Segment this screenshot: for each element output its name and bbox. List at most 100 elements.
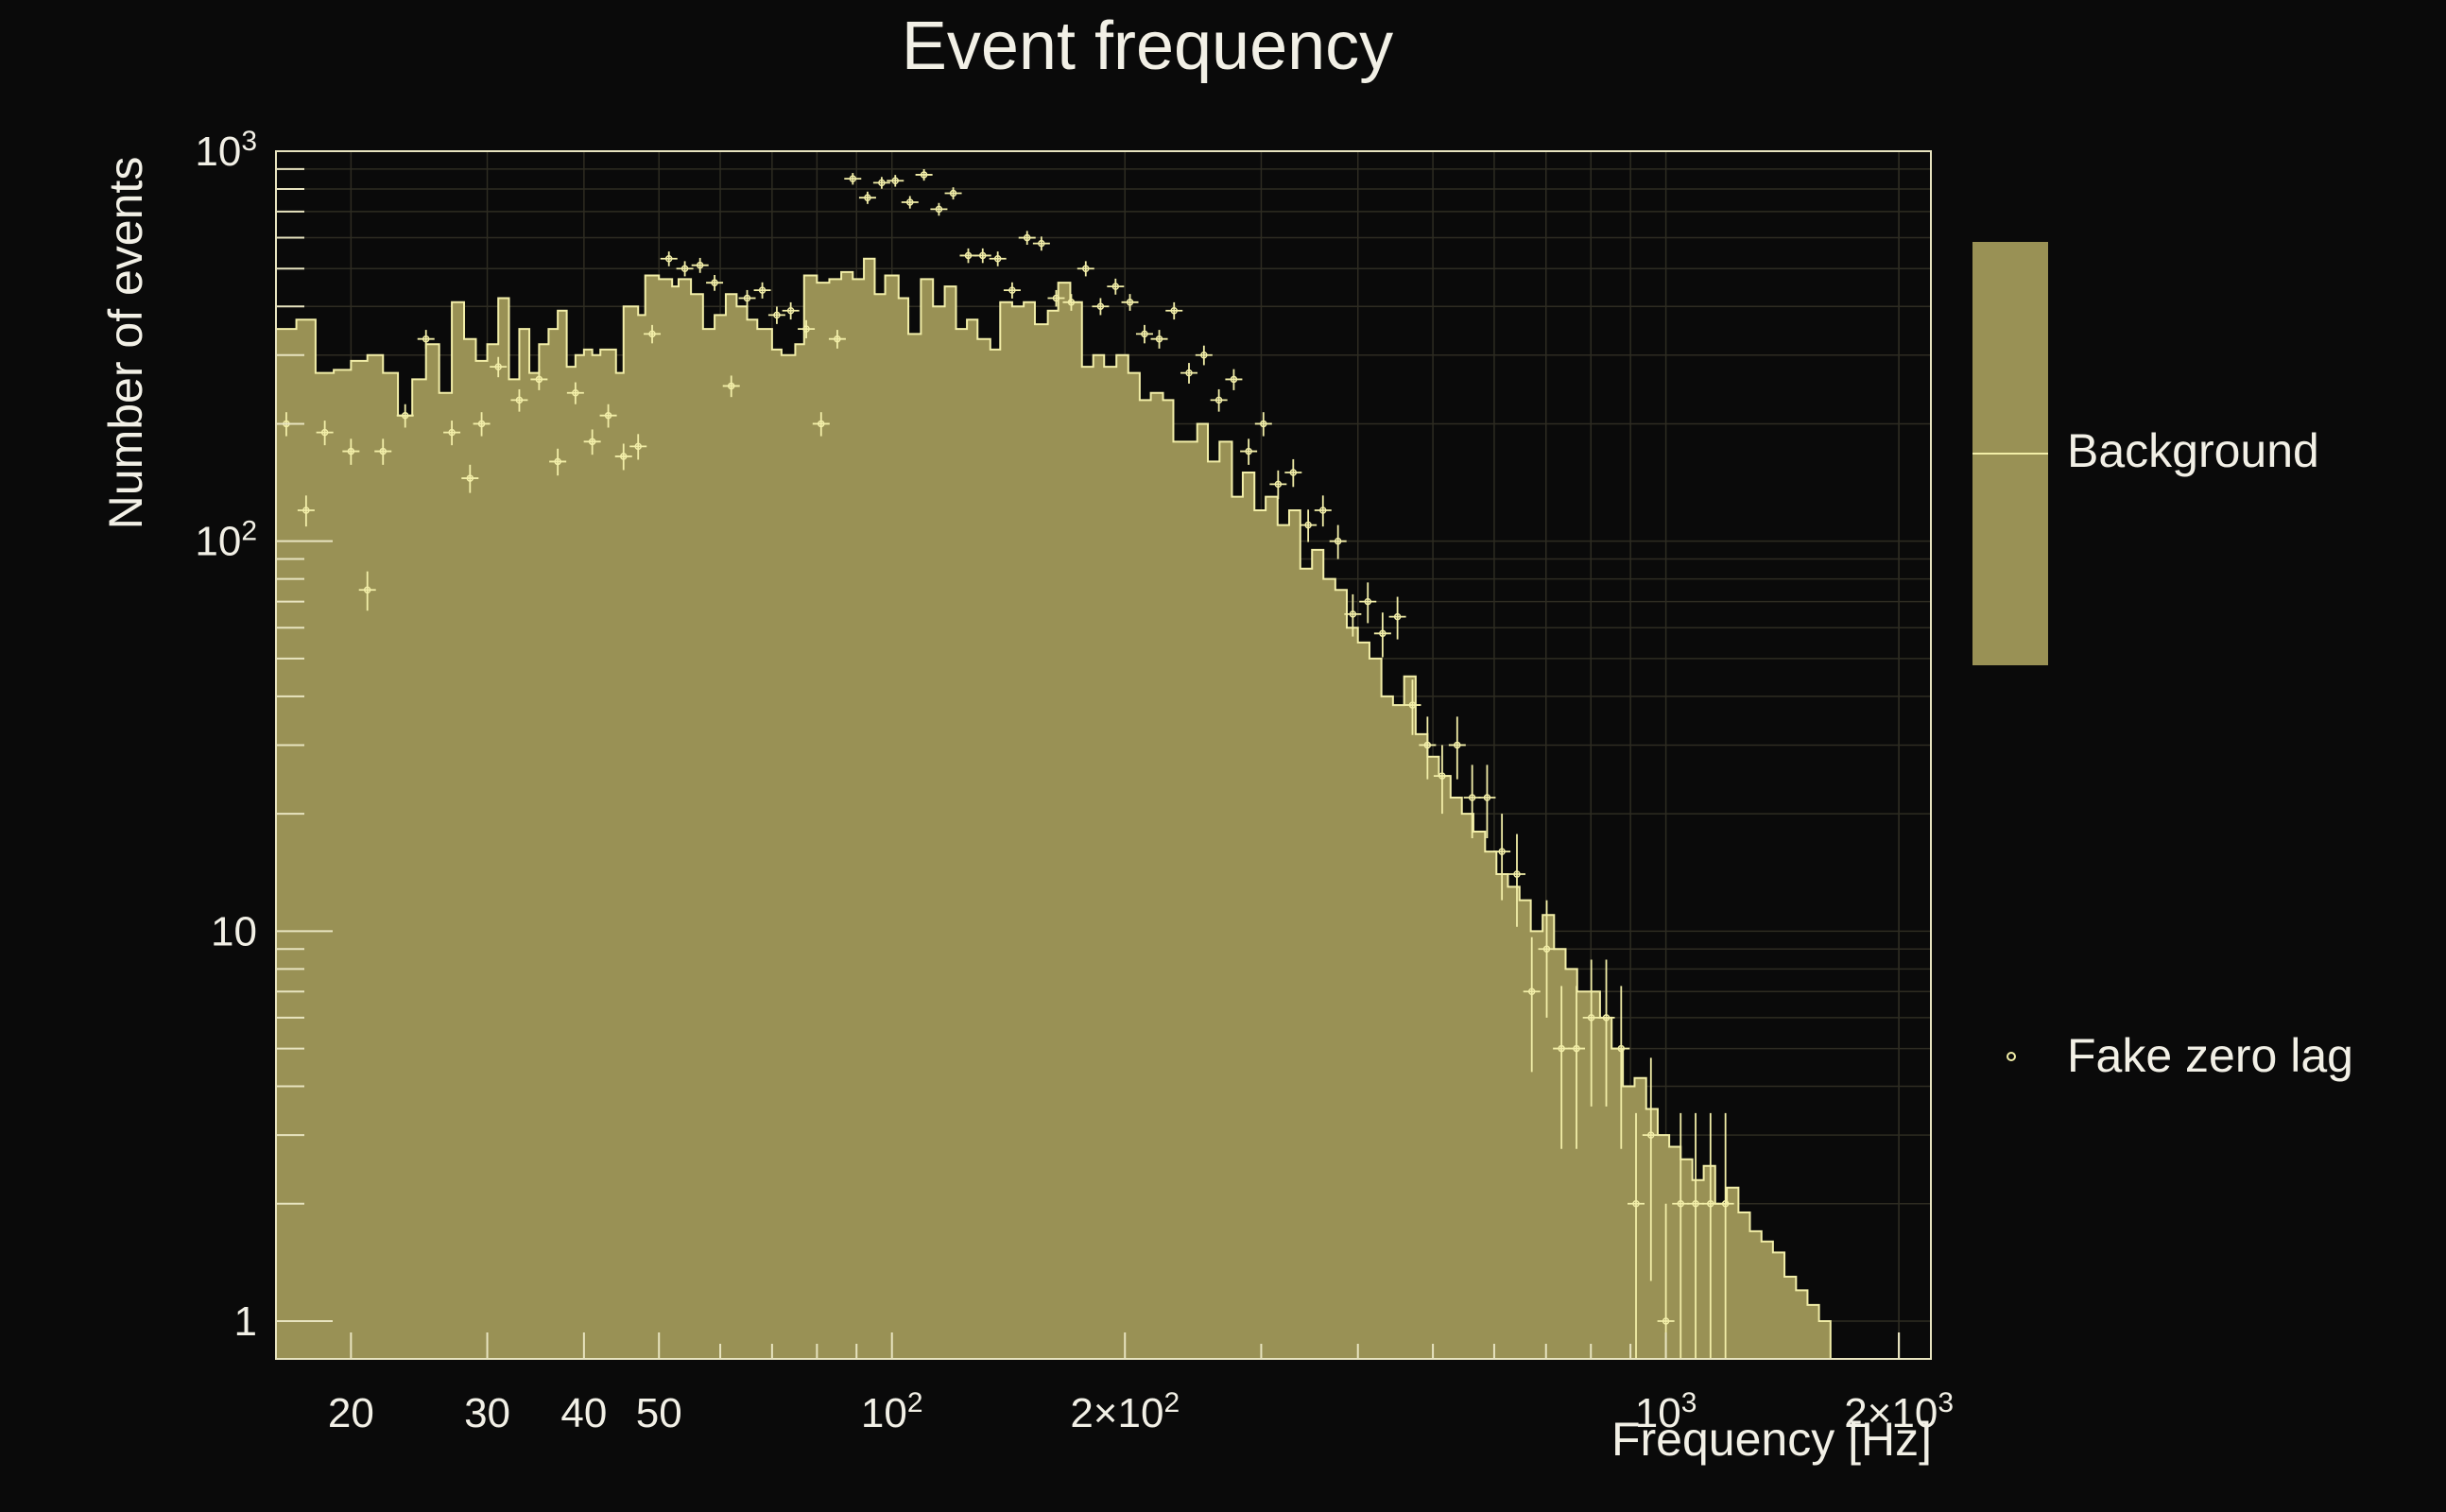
fake-zero-lag-point bbox=[738, 289, 756, 307]
background-bin bbox=[624, 306, 638, 1359]
fake-zero-lag-point bbox=[1314, 495, 1332, 527]
background-bin bbox=[1565, 969, 1576, 1359]
background-bin bbox=[1727, 1188, 1738, 1359]
background-bin bbox=[1427, 757, 1438, 1359]
legend-background-label: Background bbox=[2067, 424, 2319, 477]
point-marker bbox=[448, 428, 456, 437]
y-axis-title: Number of events bbox=[99, 157, 152, 530]
point-marker bbox=[834, 335, 841, 343]
fake-zero-lag-point bbox=[1687, 1112, 1705, 1359]
fake-zero-lag-point bbox=[973, 248, 991, 264]
background-bin bbox=[841, 272, 853, 1359]
background-bin bbox=[945, 286, 956, 1359]
background-bin bbox=[1589, 991, 1600, 1359]
background-bin bbox=[1704, 1166, 1715, 1359]
background-bin bbox=[1750, 1231, 1762, 1359]
point-marker bbox=[620, 453, 628, 460]
background-bin bbox=[990, 350, 1000, 1359]
point-marker bbox=[758, 286, 767, 294]
background-bin bbox=[782, 355, 796, 1359]
background-bin bbox=[1738, 1212, 1749, 1359]
point-marker bbox=[891, 177, 900, 184]
fake-zero-lag-point bbox=[1493, 814, 1511, 901]
point-marker bbox=[588, 438, 596, 446]
x-tick-label: 40 bbox=[560, 1390, 607, 1436]
background-bin bbox=[1680, 1160, 1692, 1359]
point-marker bbox=[878, 179, 886, 187]
background-bin bbox=[1266, 497, 1278, 1359]
fake-zero-lag-point bbox=[1210, 388, 1228, 412]
x-tick-label: 2×102 bbox=[1070, 1387, 1180, 1437]
background-bin bbox=[1382, 696, 1393, 1359]
fake-zero-lag-point bbox=[959, 248, 977, 264]
background-bin bbox=[1646, 1108, 1658, 1359]
point-marker bbox=[1141, 330, 1148, 338]
background-bin bbox=[1773, 1252, 1784, 1359]
background-bin bbox=[908, 334, 921, 1359]
point-marker bbox=[1379, 629, 1387, 638]
fake-zero-lag-point bbox=[1463, 765, 1481, 839]
point-marker bbox=[1542, 945, 1551, 953]
point-marker bbox=[1067, 299, 1076, 306]
background-histogram bbox=[276, 257, 1832, 1359]
y-tick-label: 1 bbox=[234, 1298, 257, 1345]
background-bin bbox=[1784, 1277, 1796, 1359]
fake-zero-lag-point bbox=[1388, 596, 1406, 640]
background-bin bbox=[539, 344, 548, 1359]
fake-zero-lag-point bbox=[473, 412, 491, 437]
background-bin bbox=[439, 393, 452, 1359]
point-marker bbox=[920, 171, 928, 179]
fake-zero-lag-point bbox=[1701, 1112, 1719, 1359]
x-axis-title: Frequency [Hz] bbox=[1611, 1413, 1932, 1466]
background-bin bbox=[488, 344, 499, 1359]
background-bin bbox=[874, 294, 885, 1359]
fake-zero-lag-point bbox=[1003, 282, 1021, 299]
fake-zero-lag-point bbox=[915, 168, 933, 181]
fake-zero-lag-point bbox=[1373, 612, 1391, 658]
x-tick-label: 2×103 bbox=[1844, 1387, 1954, 1437]
background-bin bbox=[853, 279, 864, 1359]
point-marker bbox=[1349, 610, 1357, 618]
background-bin bbox=[921, 279, 933, 1359]
background-bin bbox=[593, 355, 601, 1359]
background-bin bbox=[679, 279, 691, 1359]
background-bin bbox=[398, 416, 412, 1359]
fake-zero-lag-point bbox=[844, 173, 862, 185]
background-bin bbox=[1219, 441, 1232, 1359]
point-marker bbox=[1334, 537, 1342, 545]
background-bin bbox=[659, 279, 672, 1359]
background-bin bbox=[1278, 525, 1289, 1359]
background-bin bbox=[795, 344, 803, 1359]
background-bin bbox=[1347, 627, 1358, 1359]
point-marker bbox=[727, 382, 735, 390]
point-marker bbox=[494, 363, 502, 370]
legend: Background Fake zero lag bbox=[1972, 242, 2353, 1082]
point-marker bbox=[1230, 375, 1238, 384]
fake-zero-lag-point bbox=[629, 434, 647, 460]
background-bin bbox=[1082, 367, 1094, 1359]
background-bin bbox=[757, 329, 772, 1359]
background-bin bbox=[1059, 283, 1071, 1359]
background-bin bbox=[691, 294, 703, 1359]
point-marker bbox=[1155, 335, 1163, 343]
fake-zero-lag-point bbox=[1568, 986, 1586, 1149]
point-marker bbox=[1587, 1014, 1595, 1022]
fake-zero-lag-point bbox=[1716, 1112, 1734, 1359]
point-marker bbox=[818, 420, 825, 428]
background-bin bbox=[748, 319, 758, 1359]
fake-zero-lag-point bbox=[1254, 412, 1272, 437]
point-marker bbox=[849, 175, 857, 182]
fake-zero-lag-point bbox=[1329, 524, 1347, 559]
background-bin bbox=[956, 329, 968, 1359]
background-bin bbox=[1048, 311, 1059, 1359]
background-bin bbox=[1094, 355, 1105, 1359]
fake-zero-lag-point bbox=[798, 319, 816, 338]
background-bin bbox=[886, 276, 899, 1359]
background-bin bbox=[558, 311, 566, 1359]
fake-zero-lag-point bbox=[1284, 458, 1302, 488]
point-marker bbox=[1617, 1044, 1626, 1053]
fake-zero-lag-point bbox=[901, 196, 919, 209]
fake-zero-lag-point bbox=[1225, 369, 1243, 390]
point-marker bbox=[1364, 597, 1371, 606]
